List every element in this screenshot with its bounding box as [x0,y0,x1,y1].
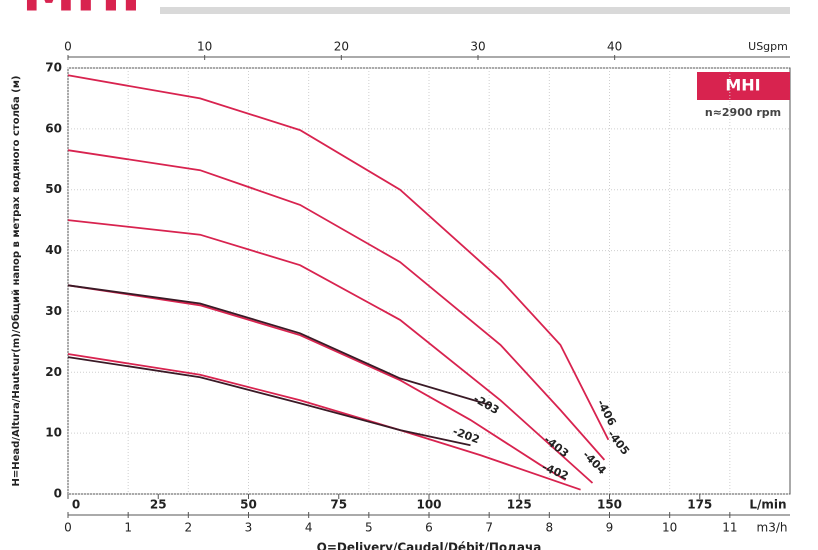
curve-label: -403 [541,433,571,460]
curve [67,74,610,441]
m3h-tick-label: 10 [662,521,677,535]
m3h-tick-label: 8 [546,521,554,535]
header-band [160,7,790,14]
usgpm-tick-label: 10 [197,40,212,54]
x-tick-label: 0 [72,498,80,512]
m3h-tick-label: 0 [64,521,72,535]
x-tick-label: 150 [597,498,622,512]
x-unit: L/min [749,498,786,512]
subtitle: n≈2900 rpm [705,106,781,119]
curve-label: -203 [471,392,501,417]
m3h-tick-label: 5 [365,521,373,535]
badge: MHI [725,76,760,95]
x-tick-label: 50 [240,498,257,512]
y-tick-label: 40 [45,243,62,257]
curve-label: -404 [580,448,609,477]
usgpm-tick-label: 40 [607,40,622,54]
curve [67,219,594,484]
curve-label: -402 [540,460,570,482]
x-tick-label: 175 [687,498,712,512]
curve [67,149,606,461]
header-title: MHI [22,0,141,24]
curve-label: -202 [451,425,481,447]
m3h-tick-label: 9 [606,521,614,535]
y-tick-label: 70 [45,61,62,75]
y-tick-label: 30 [45,304,62,318]
m3h-tick-label: 4 [305,521,313,535]
curve [67,356,471,447]
x-tick-label: 25 [150,498,167,512]
x-tick-label: 75 [330,498,347,512]
badge-box [697,72,790,100]
m3h-tick-label: 3 [245,521,253,535]
m3h-tick-label: 11 [722,521,737,535]
m3h-tick-label: 6 [425,521,433,535]
curve [67,284,491,406]
y-axis-title: H=Head/Altura/Hauteur(m)/Общий напор в м… [10,76,22,487]
curve [67,353,581,491]
usgpm-tick-label: 0 [64,40,72,54]
curve-label: -405 [605,428,632,458]
m3h-tick-label: 1 [124,521,132,535]
y-tick-label: 10 [45,426,62,440]
curve-label: -406 [594,398,619,429]
x-axis-title: Q=Delivery/Caudal/Débit/Подача [317,541,542,550]
y-tick-label: 20 [45,365,62,379]
x-tick-label: 100 [416,498,441,512]
y-tick-label: 0 [54,487,62,501]
y-tick-label: 60 [45,121,62,135]
usgpm-unit: USgpm [748,40,788,53]
m3h-unit: m3/h [757,521,788,535]
y-tick-label: 50 [45,182,62,196]
m3h-tick-label: 7 [485,521,493,535]
m3h-tick-label: 2 [185,521,193,535]
curve [67,284,566,481]
x-tick-label: 125 [507,498,532,512]
usgpm-tick-label: 30 [470,40,485,54]
usgpm-tick-label: 20 [334,40,349,54]
